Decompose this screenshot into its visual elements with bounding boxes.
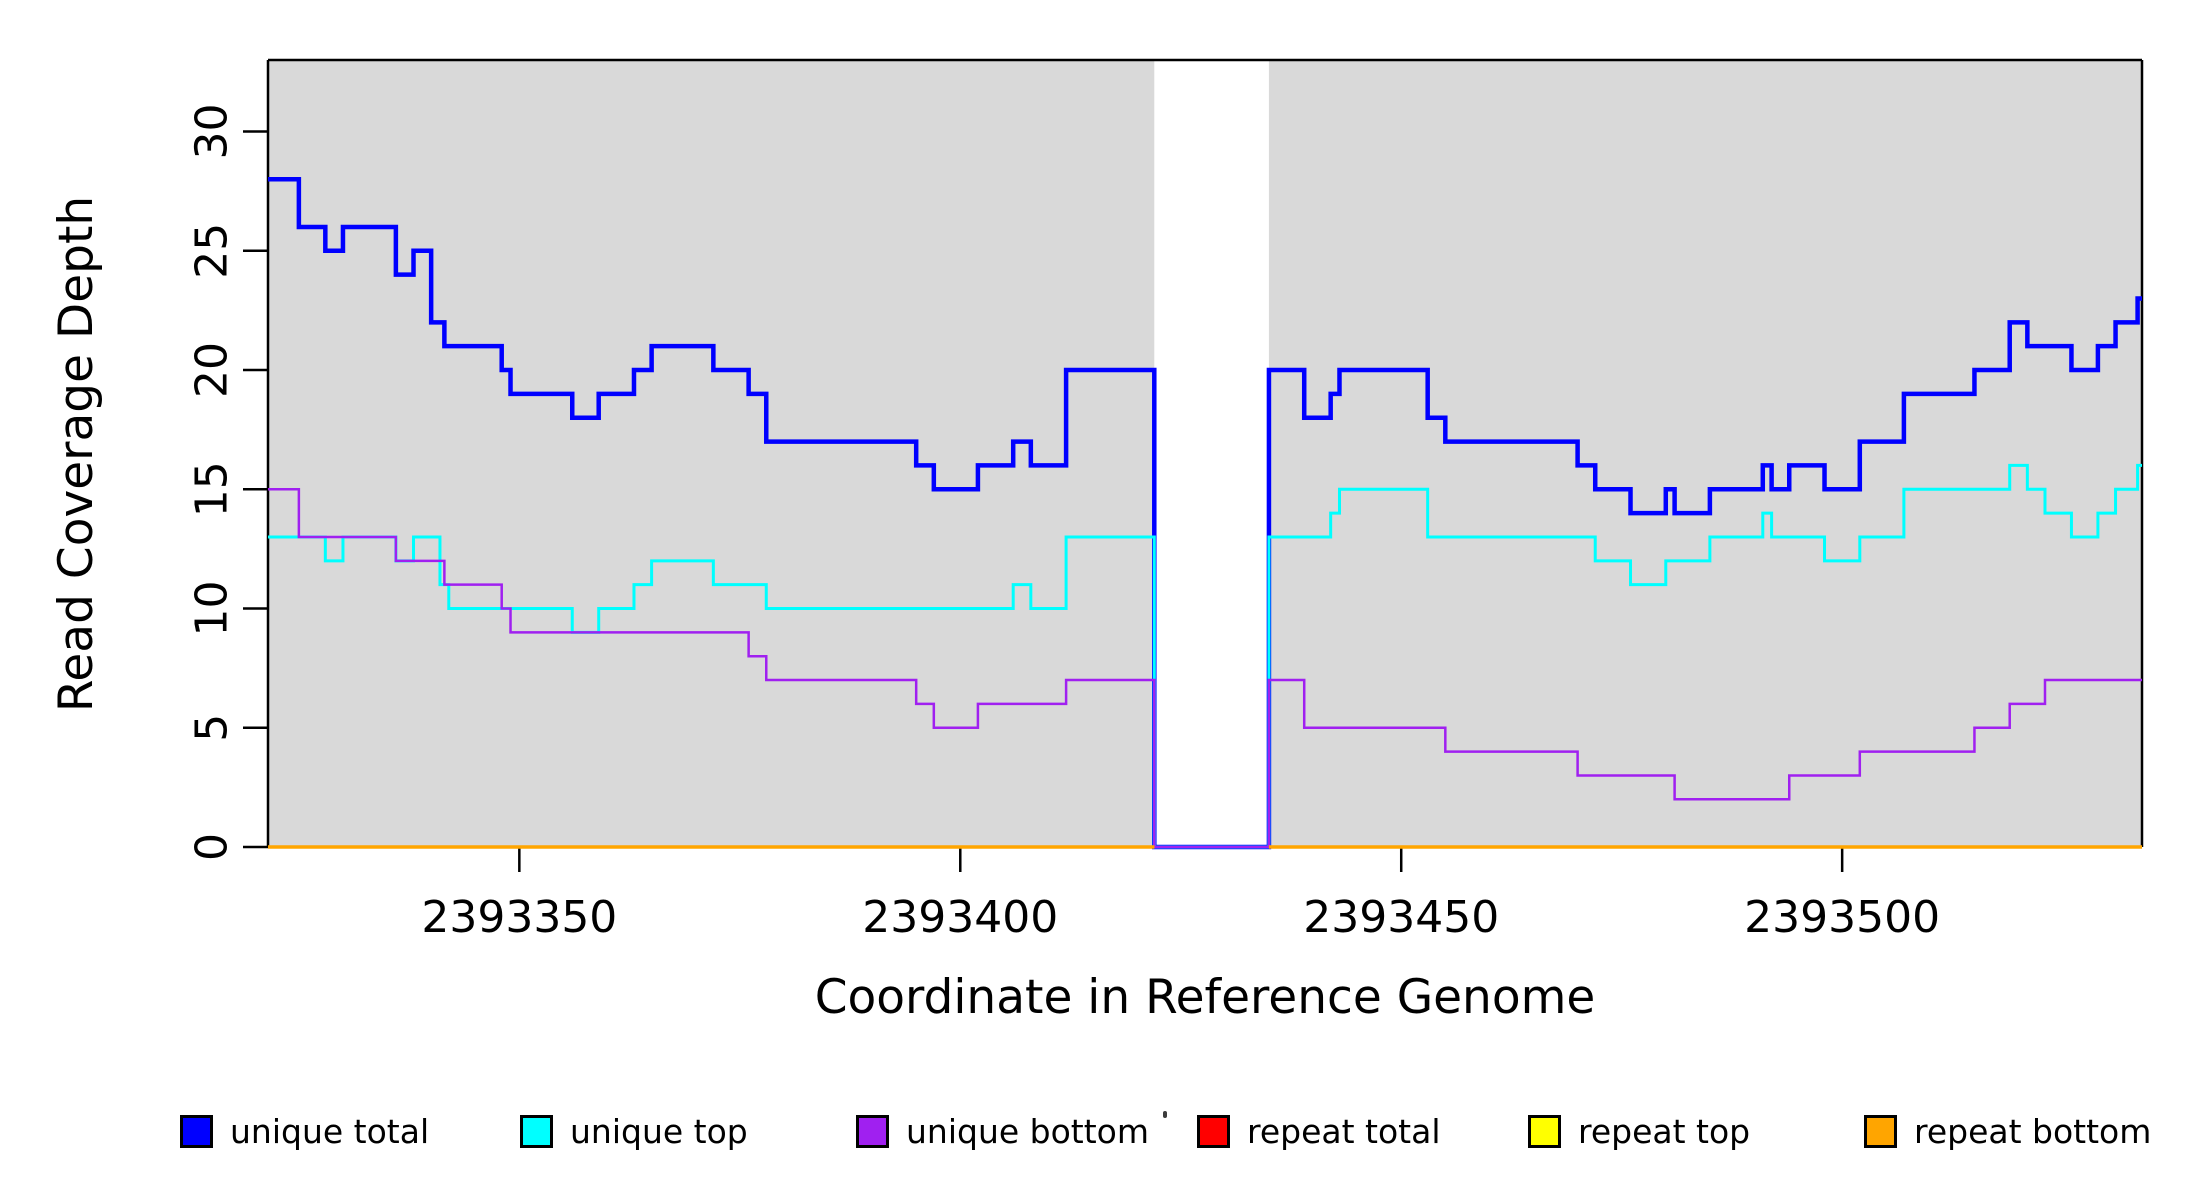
y-tick-label: 5	[187, 714, 238, 742]
legend-label-unique-total: unique total	[230, 1111, 430, 1151]
legend-label-repeat-bottom: repeat bottom	[1914, 1111, 2152, 1151]
y-axis-title: Read Coverage Depth	[49, 195, 104, 713]
y-tick-label: 20	[187, 342, 238, 398]
series-unique-total	[268, 176, 2142, 850]
y-tick-label: 15	[187, 461, 238, 517]
x-tick-label: 2393500	[1744, 892, 1940, 943]
stray-dot	[1163, 1111, 1167, 1118]
y-tick-label: 30	[187, 104, 238, 160]
x-axis-title: Coordinate in Reference Genome	[814, 970, 1596, 1025]
legend-label-repeat-top: repeat top	[1578, 1111, 1751, 1151]
series-unique-bottom	[268, 488, 2142, 849]
series-unique-top	[268, 463, 2142, 849]
legend-item-unique-top: unique top	[520, 1111, 748, 1151]
legend-item-unique-bottom: unique bottom	[856, 1111, 1150, 1151]
legend-swatch-repeat-total	[1197, 1114, 1230, 1148]
legend-label-unique-top: unique top	[570, 1111, 748, 1151]
y-tick-label: 0	[187, 833, 238, 861]
legend-label-repeat-total: repeat total	[1247, 1111, 1441, 1151]
legend-item-repeat-top: repeat top	[1528, 1111, 1751, 1151]
panel-shading	[1268, 60, 2142, 847]
y-tick-label: 25	[187, 223, 238, 279]
y-tick-label: 10	[187, 581, 238, 637]
legend-swatch-unique-top	[520, 1114, 553, 1148]
panel-shading	[268, 60, 1155, 847]
legend-item-repeat-bottom: repeat bottom	[1864, 1111, 2152, 1151]
x-tick-label: 2393450	[1303, 892, 1499, 943]
legend-swatch-unique-bottom	[856, 1114, 889, 1148]
legend-swatch-unique-total	[180, 1114, 213, 1148]
legend-item-unique-total: unique total	[180, 1111, 430, 1151]
x-tick-label: 2393350	[421, 892, 617, 943]
legend-item-repeat-total: repeat total	[1197, 1111, 1441, 1151]
legend-swatch-repeat-bottom	[1864, 1114, 1897, 1148]
legend-swatch-repeat-top	[1528, 1114, 1561, 1148]
x-tick-label: 2393400	[862, 892, 1058, 943]
legend-label-unique-bottom: unique bottom	[906, 1111, 1150, 1151]
